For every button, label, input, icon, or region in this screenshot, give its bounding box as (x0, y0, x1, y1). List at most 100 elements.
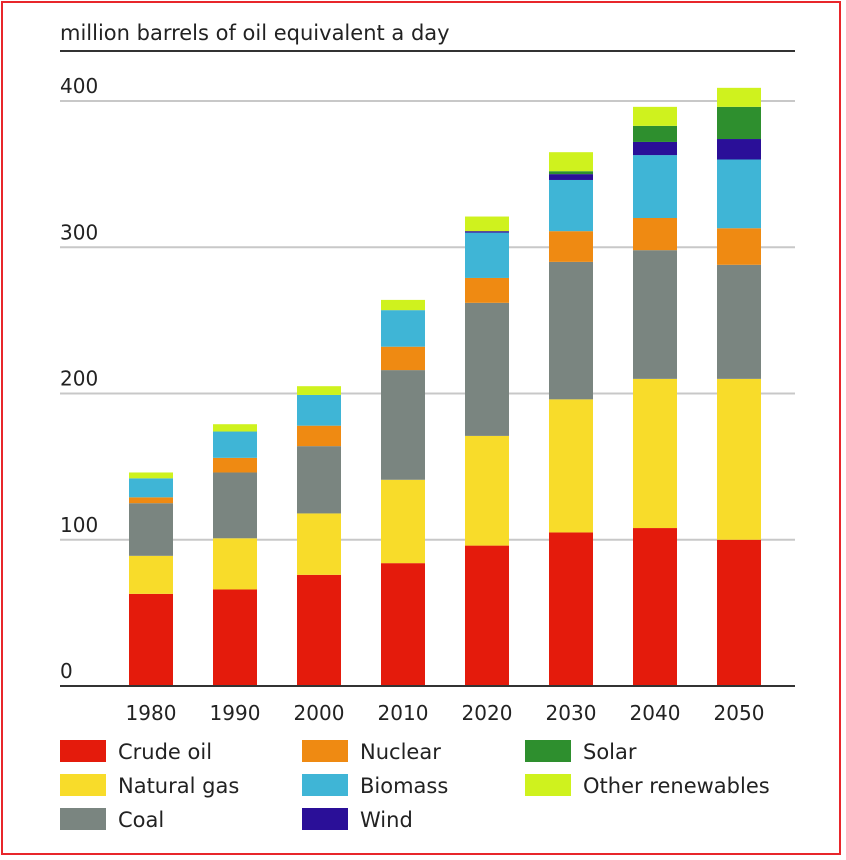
legend-label: Wind (360, 808, 413, 832)
bar-coal-1980 (129, 503, 173, 556)
x-tick-label: 2000 (294, 701, 345, 725)
bar-wind-2020 (465, 231, 509, 233)
bar-solar-2040 (633, 125, 677, 142)
bar-crude-oil-1980 (129, 593, 173, 686)
x-tick-label: 2040 (630, 701, 681, 725)
legend-swatch (525, 774, 571, 796)
bar-stack-2050 (717, 87, 761, 686)
legend-label: Nuclear (360, 740, 441, 764)
legend-item-other-renewables: Other renewables (525, 774, 770, 798)
bar-other-renewables-2010 (381, 299, 425, 311)
bar-solar-2050 (717, 106, 761, 140)
bar-stack-1990 (213, 424, 257, 686)
bar-stack-2020 (465, 216, 509, 686)
bar-biomass-2020 (465, 232, 509, 278)
bar-natural-gas-2040 (633, 378, 677, 529)
bar-biomass-1980 (129, 478, 173, 498)
bar-natural-gas-2050 (717, 378, 761, 540)
bar-biomass-2040 (633, 155, 677, 218)
bar-wind-2030 (549, 174, 593, 180)
bar-nuclear-2000 (297, 425, 341, 447)
bar-biomass-2050 (717, 159, 761, 229)
bar-other-renewables-2020 (465, 216, 509, 232)
y-tick-label: 400 (60, 74, 98, 98)
bar-nuclear-2050 (717, 228, 761, 265)
bar-nuclear-2010 (381, 346, 425, 371)
legend-item-natural-gas: Natural gas (60, 774, 239, 798)
legend: Crude oil Natural gas Coal Nuclear Biomass Wi… (60, 740, 770, 832)
legend-item-biomass: Biomass (302, 774, 448, 798)
legend-swatch (60, 774, 106, 796)
bar-coal-2000 (297, 446, 341, 514)
bar-nuclear-2020 (465, 277, 509, 303)
legend-swatch (525, 740, 571, 762)
bar-nuclear-1980 (129, 497, 173, 504)
legend-item-solar: Solar (525, 740, 637, 764)
legend-label: Biomass (360, 774, 448, 798)
bar-nuclear-2040 (633, 218, 677, 251)
x-tick-label: 2010 (378, 701, 429, 725)
tick-labels: 0 100 200 300 400 1980 1990 2000 2010 2020 2030 204… (60, 74, 764, 725)
bar-natural-gas-1990 (213, 538, 257, 590)
x-tick-label: 2030 (546, 701, 597, 725)
x-tick-label: 2050 (714, 701, 765, 725)
bar-stack-2040 (633, 106, 677, 686)
bar-natural-gas-2030 (549, 399, 593, 533)
x-tick-label: 2020 (462, 701, 513, 725)
legend-swatch (302, 774, 348, 796)
bar-natural-gas-2020 (465, 435, 509, 546)
bar-biomass-2030 (549, 179, 593, 232)
legend-label: Crude oil (118, 740, 212, 764)
bar-natural-gas-1980 (129, 555, 173, 594)
bar-stack-1980 (129, 472, 173, 686)
bar-crude-oil-2020 (465, 545, 509, 686)
legend-swatch (302, 740, 348, 762)
legend-label: Solar (583, 740, 637, 764)
bar-nuclear-2030 (549, 231, 593, 262)
x-tick-label: 1980 (126, 701, 177, 725)
y-tick-label: 300 (60, 220, 98, 244)
bar-coal-2010 (381, 370, 425, 480)
bar-other-renewables-2040 (633, 106, 677, 126)
bar-solar-2030 (549, 171, 593, 175)
bar-crude-oil-2010 (381, 563, 425, 686)
bar-wind-2050 (717, 139, 761, 160)
bar-coal-2040 (633, 250, 677, 379)
bar-stack-2030 (549, 152, 593, 686)
bar-biomass-1990 (213, 431, 257, 458)
legend-swatch (302, 808, 348, 830)
bar-other-renewables-1980 (129, 472, 173, 479)
legend-swatch (60, 808, 106, 830)
bar-stack-2000 (297, 386, 341, 686)
bar-natural-gas-2000 (297, 513, 341, 575)
legend-item-wind: Wind (302, 808, 413, 832)
bar-crude-oil-2000 (297, 574, 341, 686)
legend-label: Natural gas (118, 774, 239, 798)
y-axis-title: million barrels of oil equivalent a day (60, 21, 450, 45)
bar-natural-gas-2010 (381, 479, 425, 564)
bar-other-renewables-2000 (297, 386, 341, 395)
x-tick-label: 1990 (210, 701, 261, 725)
bar-crude-oil-2050 (717, 539, 761, 686)
bar-stack-2010 (381, 299, 425, 686)
bar-crude-oil-2030 (549, 532, 593, 686)
legend-item-nuclear: Nuclear (302, 740, 441, 764)
bar-other-renewables-1990 (213, 424, 257, 432)
bar-other-renewables-2030 (549, 152, 593, 172)
bar-crude-oil-1990 (213, 589, 257, 686)
legend-swatch (60, 740, 106, 762)
bar-crude-oil-2040 (633, 528, 677, 686)
y-tick-label: 100 (60, 513, 98, 537)
bar-coal-1990 (213, 472, 257, 539)
bar-nuclear-1990 (213, 457, 257, 473)
bar-coal-2030 (549, 261, 593, 400)
y-tick-label: 0 (60, 659, 73, 683)
legend-label: Coal (118, 808, 164, 832)
bar-coal-2020 (465, 302, 509, 436)
legend-label: Other renewables (583, 774, 770, 798)
legend-item-crude-oil: Crude oil (60, 740, 212, 764)
bar-biomass-2000 (297, 394, 341, 426)
bars (129, 87, 761, 686)
